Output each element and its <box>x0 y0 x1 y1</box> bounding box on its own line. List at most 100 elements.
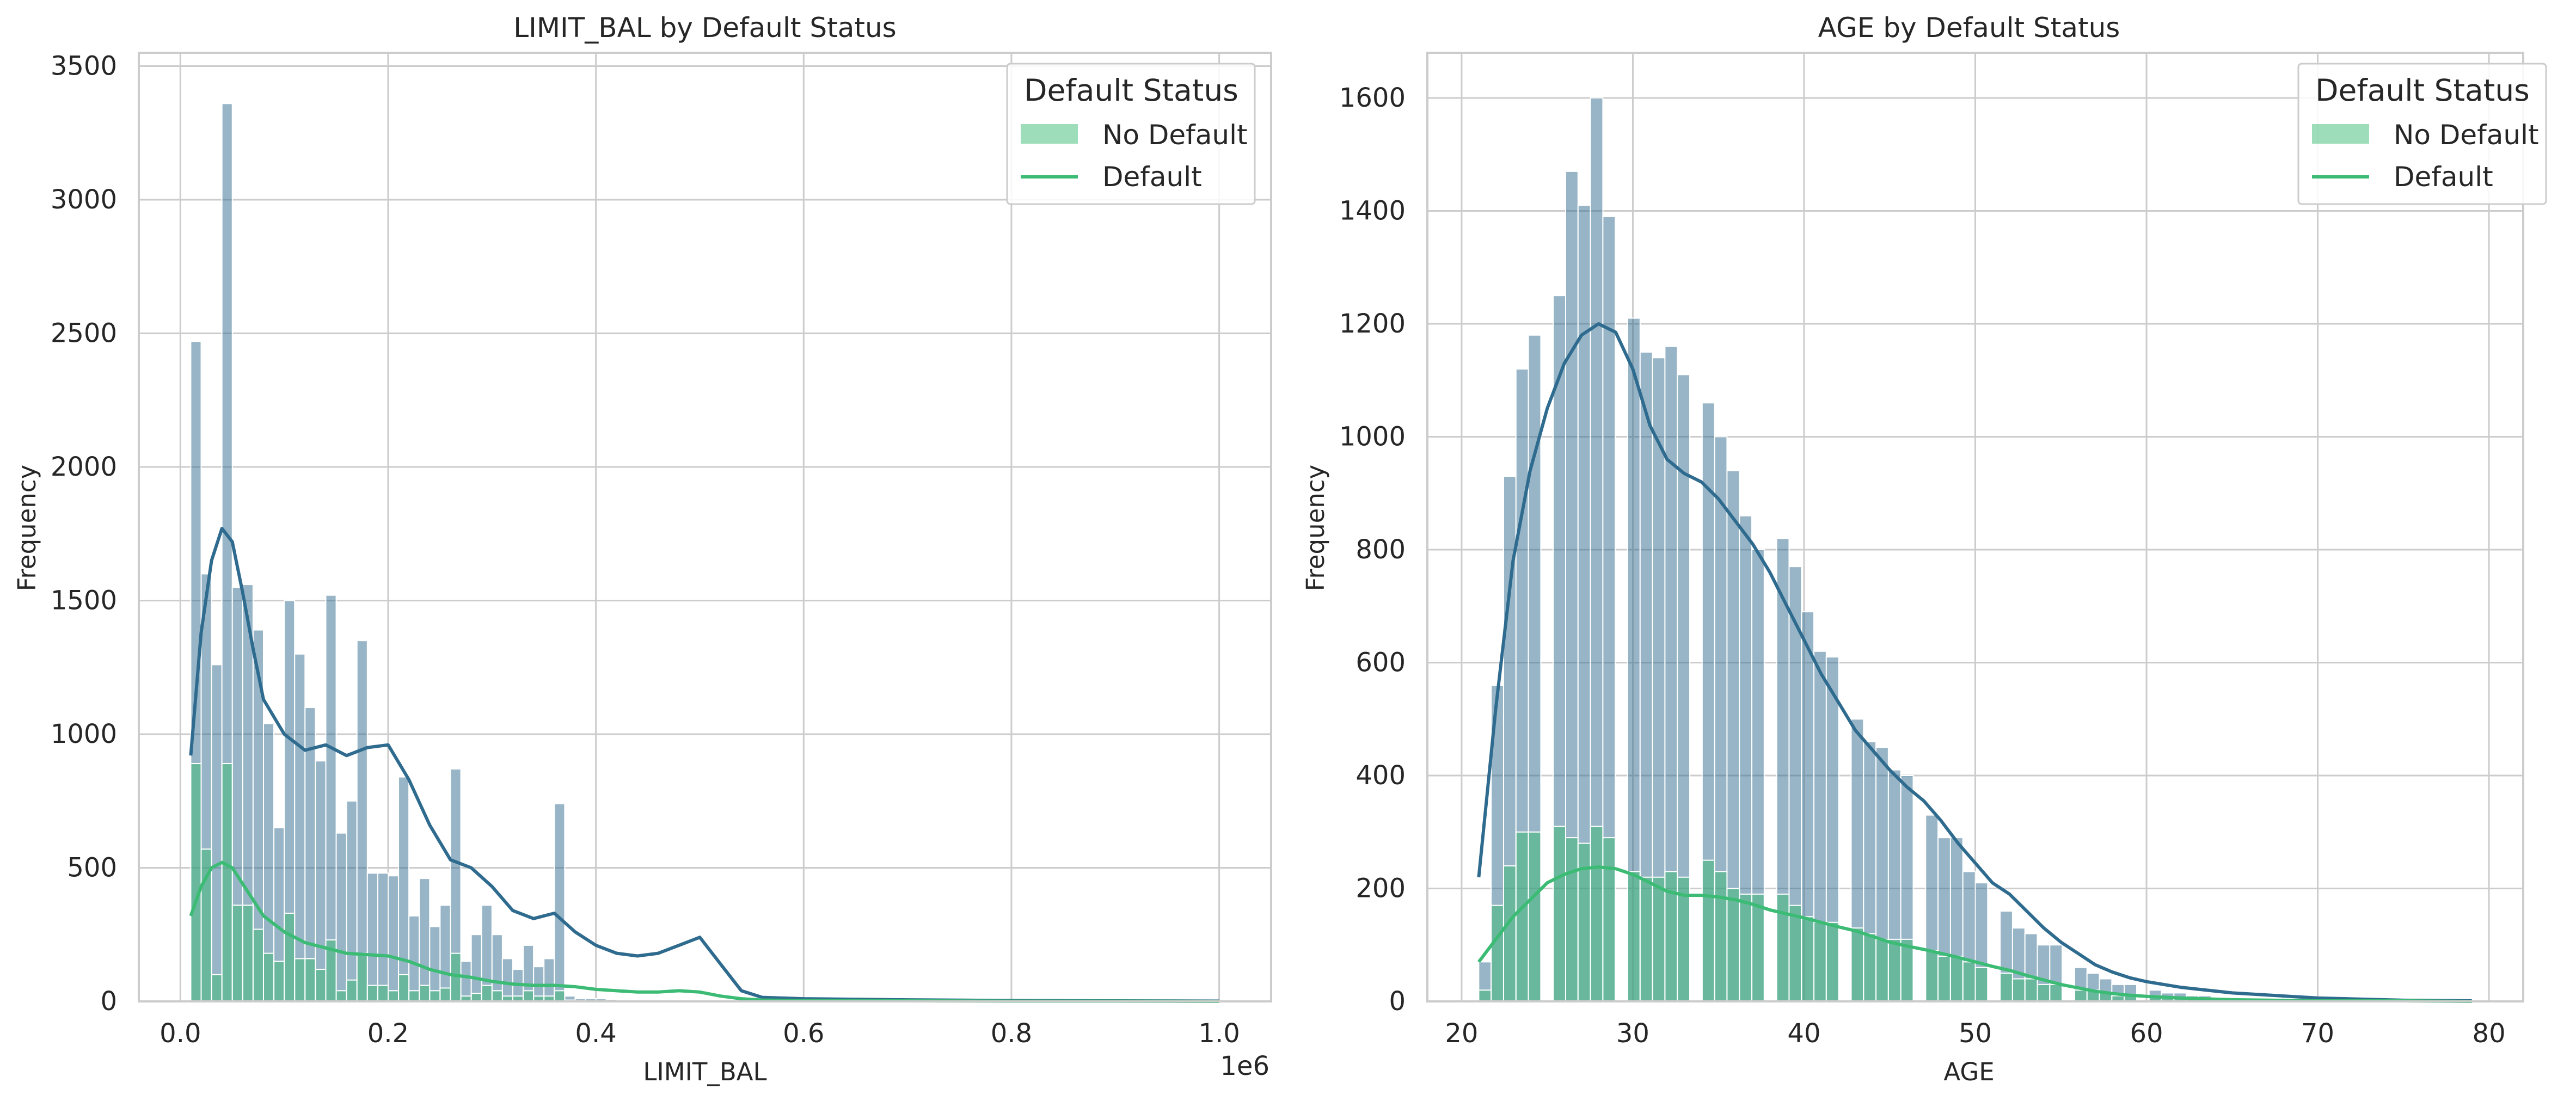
left-bar-default <box>470 993 482 1002</box>
left-bar-default <box>252 928 264 1002</box>
left-bar-default <box>190 763 202 1002</box>
right-bar-default <box>1863 933 1877 1002</box>
left-bar-no-default <box>408 915 420 1002</box>
left-x-tick-label: 0.8 <box>991 1018 1032 1049</box>
right-bar-default <box>1937 956 1951 1002</box>
left-bar-default <box>439 987 451 1002</box>
right-bar-default <box>1751 893 1765 1002</box>
right-chart-legend: Default Status No Default Default <box>2297 63 2547 205</box>
right-bar-default <box>1974 967 1989 1002</box>
left-y-tick-label: 1000 <box>51 719 117 749</box>
left-bar-default <box>304 958 316 1002</box>
right-bar-default <box>1652 876 1666 1002</box>
right-bar-default <box>1502 865 1517 1002</box>
left-chart-plot-area: 0.0 0.2 0.4 0.6 0.8 1.0 0 500 1000 1500 2000 2500 30… <box>51 51 1272 1049</box>
right-bar-default <box>1565 837 1579 1002</box>
left-chart-ylabel: Frequency <box>13 465 41 591</box>
left-bar-default <box>387 990 400 1002</box>
right-bar-default <box>1590 826 1604 1002</box>
right-bar-default <box>1962 961 1976 1002</box>
left-bar-default <box>211 974 223 1002</box>
right-y-tick-label: 1000 <box>1339 422 1406 452</box>
left-y-tick-label: 500 <box>67 853 117 883</box>
left-bar-default <box>523 990 535 1002</box>
right-chart: AGE by Default Status AGE Frequency 20 30… <box>1301 12 2547 1086</box>
right-x-tick-label: 30 <box>1616 1018 1649 1049</box>
left-bar-no-default <box>356 640 368 1002</box>
right-bar-default <box>1714 871 1728 1002</box>
left-bar-no-default <box>335 832 347 1002</box>
left-bar-no-default <box>501 958 513 1002</box>
left-bar-no-default <box>211 664 223 1002</box>
left-bar-default <box>346 979 358 1002</box>
right-bar-default <box>1701 859 1715 1002</box>
left-bar-default <box>242 905 254 1002</box>
right-bar-default <box>2000 973 2013 1002</box>
left-y-tick-label: 3000 <box>51 184 117 215</box>
left-y-tick-label: 2000 <box>51 452 117 482</box>
right-bar-default <box>2011 978 2026 1002</box>
right-bar-default <box>1726 888 1740 1002</box>
left-chart-xlabel: LIMIT_BAL <box>643 1057 766 1086</box>
right-bar-default <box>2037 983 2051 1002</box>
left-bar-default <box>221 763 233 1002</box>
left-bar-no-default <box>470 934 482 1002</box>
left-x-tick-label: 0.6 <box>783 1018 824 1049</box>
left-bar-no-default <box>294 653 306 1002</box>
left-bar-default <box>335 990 347 1002</box>
right-bar-default <box>1553 826 1566 1002</box>
right-legend-title: Default Status <box>2315 73 2530 108</box>
left-bar-default <box>491 990 503 1002</box>
left-chart-x-offset-label: 1e6 <box>1220 1051 1269 1081</box>
left-bar-default <box>419 985 431 1002</box>
right-bar-default <box>1528 831 1542 1002</box>
right-y-tick-label: 800 <box>1356 534 1406 565</box>
right-bar-default <box>1776 893 1790 1002</box>
left-y-tick-label: 3500 <box>51 51 117 82</box>
left-chart-legend: Default Status No Default Default <box>1006 63 1256 205</box>
right-x-tick-label: 40 <box>1787 1018 1820 1049</box>
right-bar-default <box>1875 938 1889 1002</box>
left-bar-no-default <box>304 706 316 1002</box>
right-legend-swatch-no-default <box>2312 124 2369 144</box>
right-legend-box <box>2297 63 2547 205</box>
left-kde-default <box>189 860 1219 1003</box>
right-y-tick-label: 1600 <box>1339 83 1406 113</box>
left-chart-title: LIMIT_BAL by Default Status <box>513 12 896 44</box>
left-bar-no-default <box>439 905 451 1002</box>
left-bar-default <box>356 952 368 1002</box>
left-bar-default <box>366 985 378 1002</box>
right-chart-plot-area: 20 30 40 50 60 70 8002004006008001000120014001… <box>1339 52 2524 1049</box>
left-bar-default <box>284 912 296 1002</box>
left-bar-no-default <box>554 803 566 1002</box>
left-bar-no-default <box>315 760 327 1002</box>
right-chart-xlabel: AGE <box>1943 1057 1994 1086</box>
left-plot-frame <box>138 52 1272 1002</box>
left-bar-default <box>554 990 566 1002</box>
right-legend-label-default: Default <box>2394 161 2493 193</box>
right-bar-default <box>1627 871 1641 1002</box>
left-bar-default <box>398 974 410 1002</box>
right-x-tick-label: 50 <box>1959 1018 1992 1049</box>
left-bar-default <box>262 952 275 1002</box>
left-bar-default <box>377 985 389 1002</box>
left-chart: LIMIT_BAL by Default Status LIMIT_BAL Fr… <box>13 12 1272 1086</box>
right-bar-default <box>2024 978 2038 1002</box>
left-legend-box <box>1006 63 1256 205</box>
left-bar-no-default <box>346 800 358 1002</box>
right-x-tick-label: 60 <box>2130 1018 2163 1049</box>
right-bar-default <box>1949 956 1964 1002</box>
left-y-tick-label: 2500 <box>51 318 117 349</box>
right-legend-label-no-default: No Default <box>2394 119 2539 151</box>
left-x-tick-label: 0.0 <box>160 1018 201 1049</box>
right-x-tick-label: 80 <box>2473 1018 2506 1049</box>
right-x-tick-label: 20 <box>1445 1018 1478 1049</box>
left-bar-default <box>231 905 243 1002</box>
right-bar-default <box>1515 831 1529 1002</box>
left-x-tick-label: 1.0 <box>1198 1018 1240 1049</box>
left-bar-default <box>408 990 420 1002</box>
left-bar-no-default <box>387 875 400 1002</box>
right-y-tick-label: 600 <box>1356 648 1406 678</box>
right-bar-default <box>1825 921 1839 1002</box>
